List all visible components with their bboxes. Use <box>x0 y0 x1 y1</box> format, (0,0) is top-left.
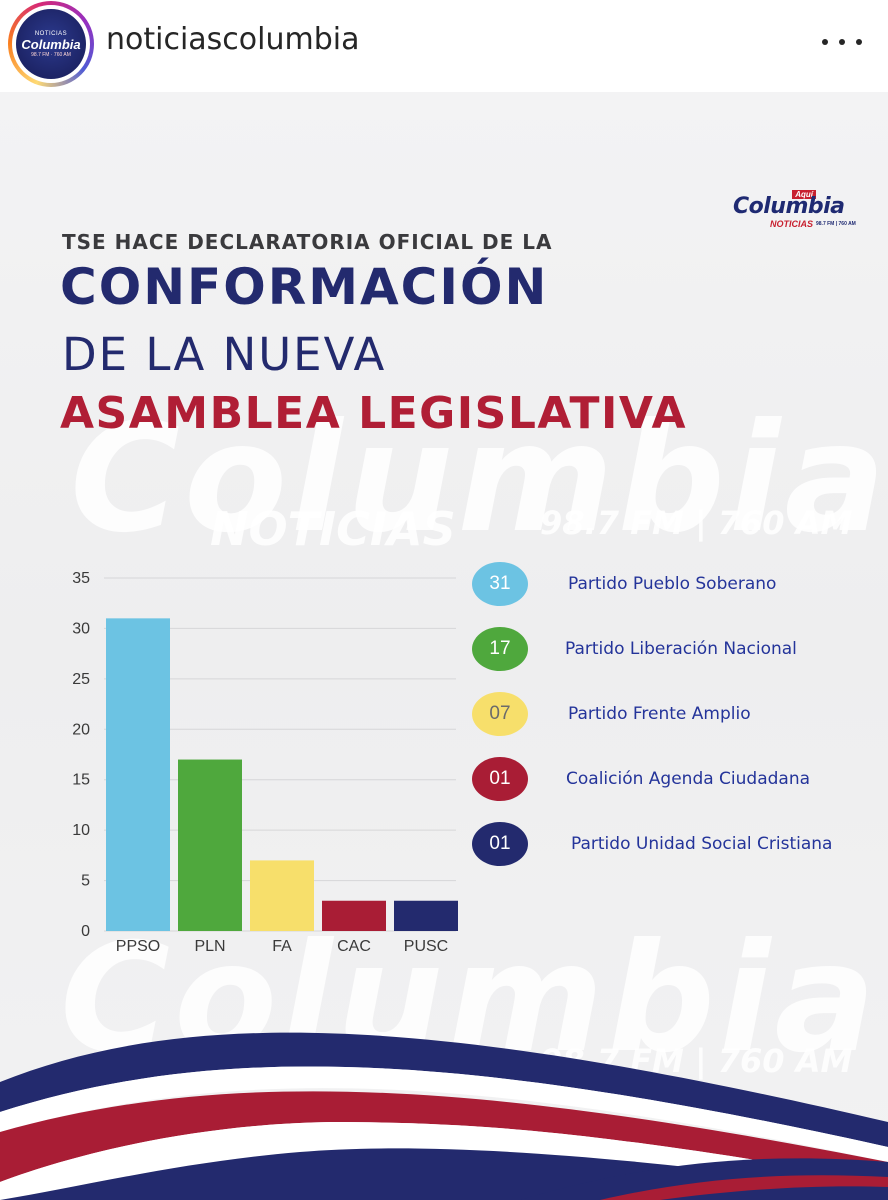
brand-logo: Aquí Columbia NOTICIAS 98.7 FM | 760 AM <box>730 190 860 230</box>
headline-sub: DE LA NUEVA <box>62 328 387 381</box>
party-name: Partido Pueblo Soberano <box>568 574 777 594</box>
x-category-label: CAC <box>337 938 371 955</box>
bar-pusc <box>394 900 458 931</box>
legend-item: 07 Partido Frente Amplio <box>472 692 882 736</box>
brand-frequency: 98.7 FM | 760 AM <box>816 221 856 227</box>
avatar-text-2: Columbia <box>21 36 81 52</box>
flag-ribbons <box>0 1032 888 1200</box>
x-category-label: PLN <box>194 938 225 955</box>
legend-item: 17 Partido Liberación Nacional <box>472 627 882 671</box>
username-link[interactable]: noticiascolumbia <box>106 22 360 57</box>
avatar-logo: NOTICIAS Columbia 98.7 FM · 760 AM <box>16 9 86 79</box>
party-name: Coalición Agenda Ciudadana <box>566 769 811 789</box>
seat-count-badge: 31 <box>472 562 528 606</box>
y-tick-label: 30 <box>72 620 90 637</box>
post-header: NOTICIAS Columbia 98.7 FM · 760 AM notic… <box>0 0 888 92</box>
brand-name: Columbia <box>733 194 845 219</box>
bar-fa <box>250 860 314 931</box>
x-category-label: FA <box>272 938 292 955</box>
seat-count-badge: 17 <box>472 627 528 671</box>
y-tick-label: 25 <box>72 671 90 688</box>
party-name: Partido Frente Amplio <box>568 704 751 724</box>
y-tick-label: 15 <box>72 772 90 789</box>
y-tick-label: 10 <box>72 822 90 839</box>
dot-icon <box>839 39 845 45</box>
brand-sub: NOTICIAS <box>770 219 814 229</box>
seat-count-badge: 07 <box>472 692 528 736</box>
y-tick-label: 5 <box>81 873 90 890</box>
bar-cac <box>322 900 386 931</box>
avatar-frame: NOTICIAS Columbia 98.7 FM · 760 AM <box>12 5 90 83</box>
x-category-label: PUSC <box>404 938 448 955</box>
seat-count-badge: 01 <box>472 757 528 801</box>
watermark-noticias: NOTICIAS <box>210 502 456 556</box>
party-name: Partido Liberación Nacional <box>565 639 797 659</box>
avatar-text-1: NOTICIAS <box>34 30 68 37</box>
dot-icon <box>822 39 828 45</box>
post-image[interactable]: Columbia NOTICIAS 98.7 FM | 760 AM Colum… <box>0 92 888 1200</box>
avatar[interactable]: NOTICIAS Columbia 98.7 FM · 760 AM <box>8 1 94 87</box>
y-tick-label: 0 <box>81 923 90 940</box>
legend-item: 01 Coalición Agenda Ciudadana <box>472 757 882 801</box>
headline-main: CONFORMACIÓN <box>60 258 549 316</box>
bar-chart-svg: 0 5 10 15 20 25 30 35 PPSO PLN FA CAC PUSC <box>72 570 458 955</box>
y-tick-label: 20 <box>72 721 90 738</box>
seat-count-badge: 01 <box>472 822 528 866</box>
watermark-frequency: 98.7 FM | 760 AM <box>540 504 853 542</box>
avatar-text-3: 98.7 FM · 760 AM <box>31 51 71 58</box>
bar-pln <box>178 759 242 931</box>
headline-kicker: TSE HACE DECLARATORIA OFICIAL DE LA <box>62 230 553 254</box>
seat-bar-chart: 0 5 10 15 20 25 30 35 PPSO PLN FA CAC PUSC <box>60 562 460 962</box>
dot-icon <box>856 39 862 45</box>
party-name: Partido Unidad Social Cristiana <box>571 834 833 854</box>
x-category-label: PPSO <box>116 938 160 955</box>
more-horizontal-icon[interactable] <box>822 36 862 48</box>
brand-tag: Aquí <box>792 190 816 199</box>
legend-item: 01 Partido Unidad Social Cristiana <box>472 822 882 866</box>
headline-red: ASAMBLEA LEGISLATIVA <box>60 388 688 439</box>
y-tick-label: 35 <box>72 570 90 587</box>
bar-ppso <box>106 618 170 931</box>
legend-item: 31 Partido Pueblo Soberano <box>472 562 882 606</box>
